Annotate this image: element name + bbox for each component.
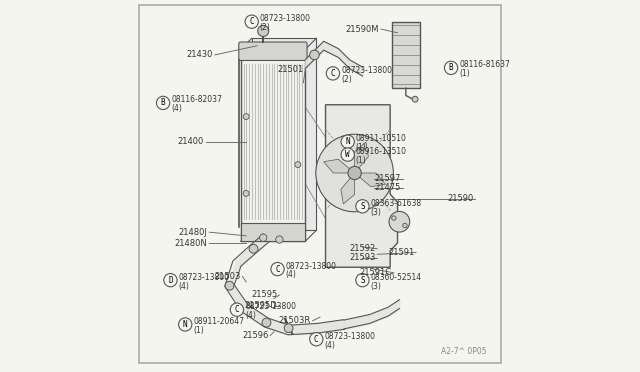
Polygon shape — [355, 173, 385, 187]
Circle shape — [179, 318, 192, 331]
Text: 21480N: 21480N — [175, 239, 207, 248]
Circle shape — [225, 281, 234, 290]
Text: (4): (4) — [285, 270, 296, 279]
Text: 21430: 21430 — [186, 51, 213, 60]
Text: 21595D: 21595D — [244, 301, 278, 311]
Circle shape — [389, 211, 410, 232]
Text: 21503: 21503 — [214, 272, 241, 281]
Text: C: C — [331, 69, 335, 78]
Circle shape — [164, 273, 177, 287]
Circle shape — [316, 134, 394, 212]
Circle shape — [348, 166, 361, 180]
Text: C: C — [250, 17, 254, 26]
Text: (3): (3) — [371, 208, 381, 217]
Text: 21475: 21475 — [375, 183, 401, 192]
Text: S: S — [360, 202, 365, 211]
Text: 08911-10510: 08911-10510 — [356, 134, 406, 143]
Circle shape — [341, 135, 355, 148]
Text: (1): (1) — [356, 156, 367, 165]
Polygon shape — [341, 173, 355, 204]
Text: 21597: 21597 — [375, 174, 401, 183]
Text: C: C — [275, 264, 280, 273]
Circle shape — [284, 324, 293, 333]
Text: 21591C: 21591C — [360, 268, 392, 277]
Text: 21503R: 21503R — [278, 316, 311, 325]
Circle shape — [444, 61, 458, 74]
Circle shape — [245, 15, 259, 28]
Polygon shape — [355, 142, 369, 173]
Text: 08911-20647: 08911-20647 — [193, 317, 244, 326]
Text: 21501: 21501 — [277, 65, 303, 74]
Bar — [392, 22, 420, 88]
Text: 08723-13800: 08723-13800 — [324, 332, 376, 341]
Circle shape — [262, 318, 271, 327]
FancyBboxPatch shape — [239, 42, 307, 61]
Text: B: B — [449, 63, 453, 72]
Text: W: W — [346, 150, 350, 159]
Circle shape — [295, 161, 301, 167]
Circle shape — [260, 234, 267, 241]
Text: 08723-13800: 08723-13800 — [341, 66, 392, 75]
Text: (4): (4) — [179, 282, 189, 291]
Circle shape — [276, 236, 283, 243]
Text: 21596: 21596 — [242, 331, 268, 340]
Circle shape — [392, 216, 396, 220]
Text: (2): (2) — [260, 23, 271, 32]
Circle shape — [326, 67, 340, 80]
Text: N: N — [346, 137, 350, 146]
Text: N: N — [183, 320, 188, 329]
Circle shape — [243, 190, 249, 196]
Polygon shape — [326, 105, 397, 267]
Polygon shape — [241, 49, 305, 241]
Text: 08360-52514: 08360-52514 — [371, 273, 422, 282]
Text: 21593: 21593 — [349, 253, 376, 263]
Text: (1): (1) — [193, 326, 204, 335]
Text: (3): (3) — [371, 282, 381, 291]
Text: 21480J: 21480J — [179, 228, 207, 237]
Circle shape — [230, 303, 244, 316]
Circle shape — [310, 50, 319, 60]
Text: (1): (1) — [459, 69, 470, 78]
Circle shape — [271, 262, 284, 276]
Circle shape — [356, 273, 369, 287]
Text: 21592: 21592 — [349, 244, 376, 253]
Circle shape — [249, 244, 258, 253]
Polygon shape — [252, 38, 316, 230]
Circle shape — [356, 200, 369, 213]
Circle shape — [412, 96, 418, 102]
Text: A2-7^ 0P05: A2-7^ 0P05 — [440, 347, 486, 356]
Text: 08723-13800: 08723-13800 — [179, 273, 230, 282]
Text: 21400: 21400 — [177, 137, 204, 146]
Bar — [241, 223, 305, 241]
Text: 08723-13800: 08723-13800 — [245, 302, 296, 311]
Text: 21591: 21591 — [388, 248, 414, 257]
Text: (1): (1) — [356, 143, 367, 152]
Text: B: B — [161, 99, 165, 108]
Text: 08116-81637: 08116-81637 — [459, 60, 510, 70]
Text: C: C — [314, 335, 319, 344]
Circle shape — [403, 223, 407, 228]
Text: 08723-13800: 08723-13800 — [260, 14, 311, 23]
Text: (4): (4) — [324, 341, 335, 350]
Text: (4): (4) — [172, 104, 182, 113]
Circle shape — [310, 333, 323, 346]
Text: D: D — [168, 276, 173, 285]
Polygon shape — [324, 159, 355, 173]
Circle shape — [156, 96, 170, 110]
Text: S: S — [360, 276, 365, 285]
Text: 08116-82037: 08116-82037 — [172, 96, 222, 105]
Circle shape — [341, 148, 355, 161]
Text: 08363-61638: 08363-61638 — [371, 199, 422, 208]
Text: 21590: 21590 — [447, 195, 473, 203]
Text: 21590M: 21590M — [346, 25, 379, 33]
Circle shape — [243, 113, 249, 119]
Text: C: C — [235, 305, 239, 314]
Circle shape — [258, 25, 269, 36]
Text: 21595: 21595 — [252, 291, 278, 299]
Text: (4): (4) — [245, 311, 256, 320]
Text: 08916-13510: 08916-13510 — [356, 147, 407, 156]
Text: (2): (2) — [341, 75, 352, 84]
Text: 08723-13800: 08723-13800 — [285, 262, 337, 270]
